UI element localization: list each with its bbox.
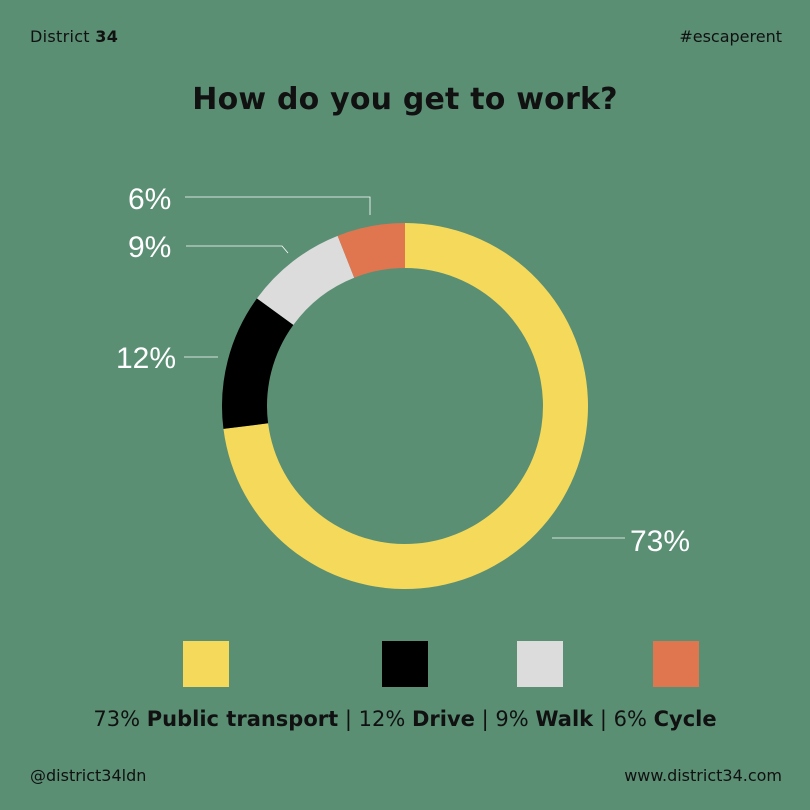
legend-pct: 9% xyxy=(495,707,529,731)
legend-pct: 12% xyxy=(358,707,406,731)
legend-pct: 73% xyxy=(93,707,141,731)
data-label-cycle: 6% xyxy=(128,183,171,216)
data-label-walk: 9% xyxy=(128,231,171,264)
website-link[interactable]: www.district34.com xyxy=(624,766,782,785)
brand-number: 34 xyxy=(95,27,119,46)
legend-caption: 73% Public transport | 12% Drive | 9% Wa… xyxy=(0,707,810,731)
data-label-public-transport: 73% xyxy=(630,525,690,558)
legend-label: Walk xyxy=(535,707,594,731)
slice-drive xyxy=(222,298,294,429)
legend-entry-walk: 9% Walk xyxy=(495,707,593,731)
slice-cycle xyxy=(337,223,405,278)
slice-walk xyxy=(256,235,355,325)
data-label-drive: 12% xyxy=(116,342,176,375)
legend-entry-public-transport: 73% Public transport xyxy=(93,707,338,731)
legend-separator: | xyxy=(599,707,607,731)
legend-pct: 6% xyxy=(613,707,647,731)
legend-swatch-cycle xyxy=(653,641,699,687)
social-handle: @district34ldn xyxy=(30,766,147,785)
leader-line-walk xyxy=(186,245,289,254)
legend-label: Cycle xyxy=(653,707,717,731)
legend-label: Public transport xyxy=(146,707,339,731)
legend-entry-drive: 12% Drive xyxy=(359,707,475,731)
brand-logo: District 34 xyxy=(30,27,118,46)
legend-separator: | xyxy=(344,707,352,731)
chart-title: How do you get to work? xyxy=(192,82,618,117)
legend-swatch-walk xyxy=(517,641,563,687)
legend-entry-cycle: 6% Cycle xyxy=(614,707,717,731)
leader-line-cycle xyxy=(185,196,371,215)
legend-swatch-public-transport xyxy=(183,641,229,687)
hashtag: #escaperent xyxy=(679,27,782,46)
legend-swatch-drive xyxy=(382,641,428,687)
legend-separator: | xyxy=(481,707,489,731)
legend-label: Drive xyxy=(412,707,475,731)
brand-name: District xyxy=(30,27,90,46)
